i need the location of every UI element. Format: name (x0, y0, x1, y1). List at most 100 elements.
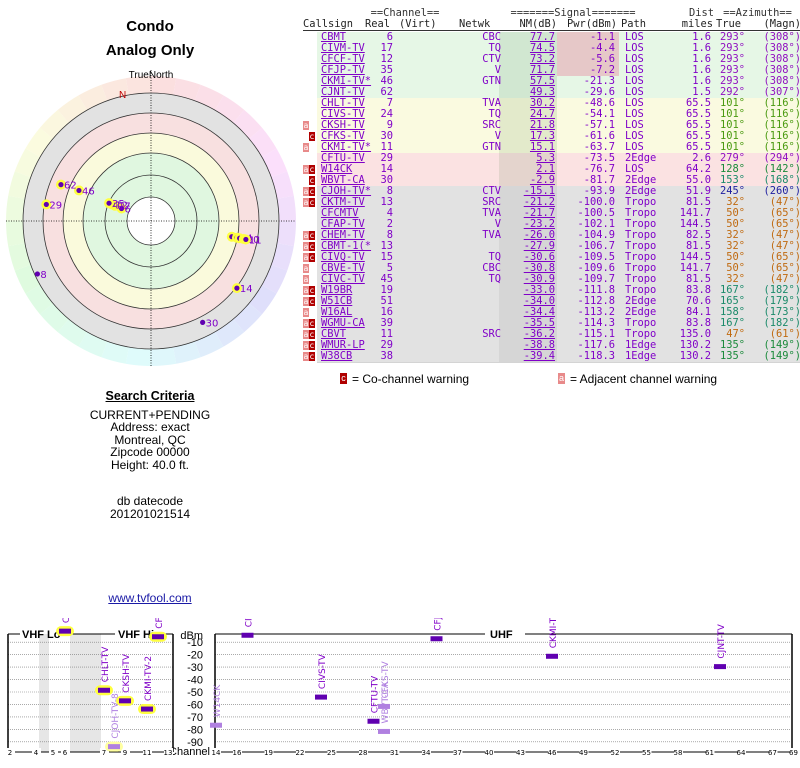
network: TQ (488, 251, 501, 263)
callsign[interactable]: CBVT (321, 328, 347, 340)
distance-miles: 65.5 (685, 141, 711, 153)
table-row[interactable]: CIVM-TV 17 TQ 74.5 -4.4 LOS 1.6 293° (308°) (303, 42, 800, 55)
tick-bg (49, 748, 58, 756)
table-row[interactable]: a CBVE-TV 5 CBC -30.8 -109.6 Tropo 141.7 50° (65°… (303, 262, 800, 275)
column-header-true: True (716, 18, 742, 30)
x-tick-label: 37 (453, 749, 462, 757)
station-channel-label: 30 (206, 318, 219, 329)
callsign[interactable]: CHEM-TV (321, 229, 365, 241)
tick-bg (164, 748, 173, 756)
channel-real: 38 (380, 350, 393, 362)
table-row[interactable]: CFCF-TV 12 CTV 73.2 -5.6 LOS 1.6 293° (308°) (303, 53, 800, 66)
channel-spectrum-chart: -10-20-30-40-50-60-70-80-90 dBm Channel VHF… (6, 618, 799, 758)
azimuth-true: 32° (726, 240, 745, 252)
station-label: CJOH-TV-8 (111, 693, 121, 739)
table-row[interactable]: a c WGMU-CA 39 -35.5 -114.3 Tropo 83.8 167° (182°… (303, 317, 800, 330)
x-tick-label: 9 (123, 749, 127, 757)
callsign[interactable]: CJOH-TV* (321, 185, 372, 197)
distance-miles: 144.5 (679, 218, 711, 230)
azimuth-true: 50° (726, 218, 745, 230)
x-tick-label: 69 (789, 749, 798, 757)
callsign[interactable]: CFKS-TV (321, 130, 365, 142)
table-row[interactable]: CIVS-TV 24 TQ 24.7 -54.1 LOS 65.5 101° (116°) (303, 108, 800, 121)
station-marker (367, 718, 380, 724)
callsign[interactable]: CIVM-TV (321, 42, 365, 54)
vhf-lo-label: VHF Lo (22, 629, 61, 641)
callsign[interactable]: CHLT-TV (321, 97, 365, 109)
station-label: CKMI-TV-2 (144, 656, 154, 701)
callsign[interactable]: CFCF-TV (321, 53, 365, 65)
nm-shade (499, 153, 557, 164)
tvfool-link[interactable]: www.tvfool.com (108, 591, 192, 605)
table-row[interactable]: a c W51CB 51 -34.0 -112.8 2Edge 70.6 165° (179°) (303, 295, 800, 308)
callsign[interactable]: W19BR (321, 284, 353, 296)
network (453, 285, 501, 296)
tick-bg (422, 748, 431, 756)
nm-shade (499, 274, 557, 285)
path: Tropo (625, 229, 657, 241)
callsign[interactable]: CFTU-TV (321, 152, 365, 164)
path: Tropo (625, 240, 657, 252)
table-row[interactable]: c WBVT-CA 30 -2.9 -81.7 2Edge 55.0 153° (168°) (303, 174, 800, 187)
station-marker (234, 285, 240, 291)
callsign[interactable]: CKTM-TV (321, 196, 365, 208)
azimuth-magnetic: (308°) (763, 31, 800, 43)
channel-virt (399, 274, 439, 285)
callsign[interactable]: WGMU-CA (321, 317, 365, 329)
table-row[interactable]: a W16AL 16 -34.4 -113.2 2Edge 84.1 158° (173°) (303, 306, 800, 319)
co-channel-warning-icon: c (309, 165, 315, 174)
distance-miles: 65.5 (685, 130, 711, 142)
callsign[interactable]: CBMT-1(* (321, 240, 372, 252)
table-row[interactable]: a CIVC-TV 45 TQ -30.9 -109.7 Tropo 81.5 32° (47°) (303, 273, 800, 286)
co-channel-warning-icon: c (309, 330, 315, 339)
network (453, 164, 501, 175)
tick-bg (143, 748, 152, 756)
y-tick-label: -70 (187, 712, 203, 724)
callsign[interactable]: W14CK (321, 163, 353, 175)
callsign[interactable]: CKMI-TV* (321, 75, 372, 87)
callsign[interactable]: CBVE-TV (321, 262, 365, 274)
callsign[interactable]: WBVT-CA (321, 174, 365, 186)
callsign[interactable]: CIVS-TV (321, 108, 365, 120)
callsign[interactable]: CBMT (321, 31, 347, 43)
table-row[interactable]: CKMI-TV* 46 GTN 57.5 -21.3 LOS 1.6 293° (308°) (303, 75, 800, 88)
callsign[interactable]: W38CB (321, 350, 353, 362)
power-dbm: -73.5 (583, 152, 615, 164)
adjacent-channel-warning-icon: a (303, 286, 309, 295)
channel-real: 17 (380, 42, 393, 54)
callsign[interactable]: CKMI-TV* (321, 141, 372, 153)
table-row[interactable]: CBMT 6 CBC 77.7 -1.1 LOS 1.6 293° (308°) (303, 31, 800, 44)
callsign[interactable]: CIVC-TV (321, 273, 365, 285)
power-dbm: -112.8 (577, 295, 615, 307)
table-row[interactable]: a c CKTM-TV 13 SRC -21.2 -100.0 Tropo 81.5 32° (47… (303, 196, 800, 209)
callsign[interactable]: CKSH-TV (321, 119, 365, 131)
callsign[interactable]: CIVQ-TV (321, 251, 365, 263)
path: LOS (625, 108, 644, 120)
adjacent-channel-warning-icon: a (558, 373, 565, 384)
table-row[interactable]: a CKSH-TV 9 SRC 21.8 -57.1 LOS 65.5 101° (116°) (303, 119, 800, 132)
station-channel-label: 29 (49, 200, 62, 211)
table-row[interactable]: CFCMTV 4 TVA -21.7 -100.5 Tropo 141.7 50° (65°) (303, 207, 800, 220)
callsign[interactable]: CFJP-TV (321, 64, 365, 76)
callsign[interactable]: W16AL (321, 306, 353, 318)
table-row[interactable]: CFJP-TV 35 V 71.7 -7.2 LOS 1.6 293° (308°) (303, 64, 800, 77)
callsign[interactable]: W51CB (321, 295, 353, 307)
nm-shade (499, 131, 557, 142)
callsign[interactable]: CJNT-TV (321, 86, 365, 98)
network: GTN (482, 75, 501, 87)
callsign[interactable]: CFCMTV (321, 207, 359, 219)
callsign[interactable]: WMUR-LP (321, 339, 365, 351)
channel-real: 19 (380, 284, 393, 296)
table-row[interactable]: a c CIVQ-TV 15 TQ -30.6 -109.5 Tropo 144.5 50° (65… (303, 251, 800, 264)
channel-real: 16 (380, 306, 393, 318)
station-marker (241, 632, 254, 638)
channel-real: 2 (386, 218, 393, 230)
callsign[interactable]: CFAP-TV (321, 218, 365, 230)
table-row[interactable]: a c W38CB 38 -39.4 -118.3 1Edge 130.2 135° (149°) (303, 350, 800, 363)
station-channel-label: 8 (40, 270, 46, 281)
x-tick-label: 16 (233, 749, 242, 757)
table-row[interactable]: CFTU-TV 29 5.3 -73.5 2Edge 2.6 279° (294°) (303, 152, 800, 165)
noise-margin: -34.0 (523, 295, 555, 307)
power-dbm: -21.3 (583, 75, 615, 87)
adjacent-channel-warning-icon: a (303, 198, 309, 207)
